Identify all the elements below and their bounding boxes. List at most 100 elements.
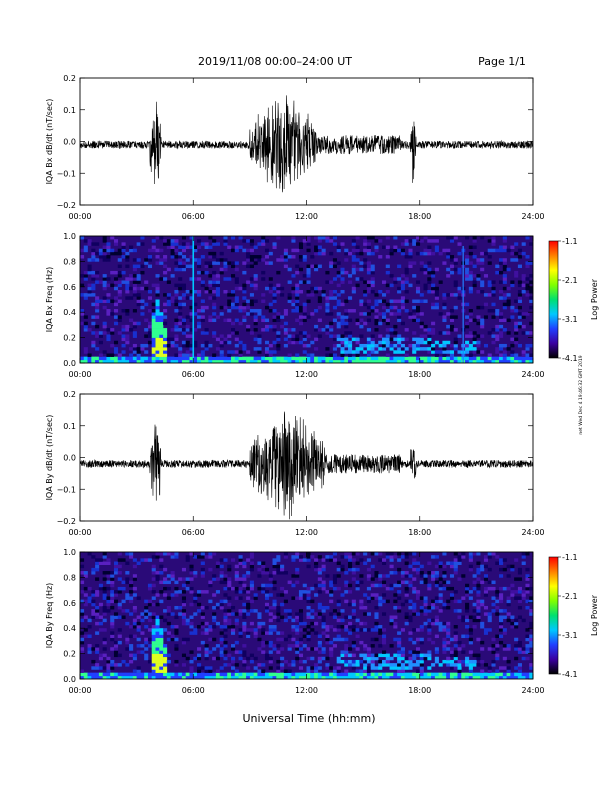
spectrogram-cell xyxy=(510,353,515,357)
spectrogram-cell xyxy=(400,602,405,607)
spectrogram-cell xyxy=(306,590,311,594)
spectrogram-cell xyxy=(121,242,126,246)
spectrogram-cell xyxy=(147,602,153,607)
spectrogram-cell xyxy=(178,267,183,272)
spectrogram-cell xyxy=(102,596,107,600)
spectrogram-cell xyxy=(419,359,424,363)
spectrogram-cell xyxy=(261,590,266,594)
spectrogram-cell xyxy=(272,299,277,303)
spectrogram-cell xyxy=(510,280,515,284)
spectrogram-cell xyxy=(83,615,88,619)
spectrogram-cell xyxy=(295,644,300,648)
spectrogram-cell xyxy=(363,561,368,565)
spectrogram-cell xyxy=(495,590,500,594)
spectrogram-cell xyxy=(431,663,436,667)
spectrogram-cell xyxy=(231,675,236,679)
spectrogram-cell xyxy=(231,264,236,269)
spectrogram-cell xyxy=(246,602,251,607)
spectrogram-cell xyxy=(476,334,481,338)
spectrogram-cell xyxy=(181,653,187,658)
spectrogram-cell xyxy=(370,675,375,679)
spectrogram-cell xyxy=(374,583,379,588)
spectrogram-cell xyxy=(155,286,160,291)
spectrogram-cell xyxy=(397,299,402,303)
spectrogram-cell xyxy=(208,296,213,300)
spectrogram-cell xyxy=(438,599,443,604)
spectrogram-cell xyxy=(419,293,424,297)
spectrogram-cell xyxy=(453,634,458,639)
spectrogram-cell xyxy=(408,239,413,243)
spectrogram-cell xyxy=(87,618,92,623)
spectrogram-cell xyxy=(151,602,156,607)
spectrogram-cell xyxy=(268,356,273,361)
spectrogram-cell xyxy=(200,666,205,670)
spectrogram-cell xyxy=(306,596,311,600)
spectrogram-cell xyxy=(178,277,183,281)
spectrogram-cell xyxy=(151,302,156,307)
spectrogram-cell xyxy=(310,675,315,679)
spectrogram-cell xyxy=(219,334,224,338)
spectrogram-cell xyxy=(136,350,141,354)
spectrogram-cell xyxy=(227,577,232,581)
spectrogram-cell xyxy=(87,293,92,297)
spectrogram-cell xyxy=(404,555,409,559)
spectrogram-cell xyxy=(166,596,171,600)
spectrogram-cell xyxy=(178,283,183,288)
spectrogram-cell xyxy=(113,347,119,351)
spectrogram-cell xyxy=(366,558,371,562)
spectrogram-cell xyxy=(193,343,198,348)
spectrogram-cell xyxy=(208,675,213,679)
spectrogram-cell xyxy=(80,312,85,316)
spectrogram-cell xyxy=(495,350,500,354)
spectrogram-cell xyxy=(393,245,398,249)
spectrogram-cell xyxy=(204,340,209,345)
bx-dbdt-panel: 0.20.10.0−0.1−0.200:00 06:00 12:00 18:00 24:… xyxy=(45,74,545,221)
spectrogram-cell xyxy=(419,580,424,585)
spectrogram-cell xyxy=(238,628,243,632)
spectrogram-cell xyxy=(170,356,175,361)
spectrogram-cell xyxy=(117,299,122,303)
spectrogram-cell xyxy=(517,644,522,648)
spectrogram-cell xyxy=(272,245,277,249)
spectrogram-cell xyxy=(219,267,224,272)
spectrogram-cell xyxy=(174,309,179,313)
spectrogram-cell xyxy=(351,267,356,272)
spectrogram-cell xyxy=(197,245,202,249)
spectrogram-cell xyxy=(457,267,462,272)
spectrogram-cell xyxy=(125,340,130,345)
spectrogram-cell xyxy=(499,574,504,578)
spectrogram-cell xyxy=(276,312,281,316)
spectrogram-cell xyxy=(106,659,111,664)
spectrogram-cell xyxy=(163,315,168,319)
spectrogram-cell xyxy=(227,350,232,354)
spectrogram-cell xyxy=(136,353,141,357)
spectrogram-cell xyxy=(363,312,368,316)
spectrogram-cell xyxy=(95,590,100,594)
spectrogram-cell xyxy=(223,356,228,361)
spectrogram-cell xyxy=(212,289,217,294)
spectrogram-cell xyxy=(525,605,530,610)
spectrogram-cell xyxy=(340,659,345,664)
spectrogram-cell xyxy=(197,264,202,269)
colorbar-tick-label: -2.1 xyxy=(562,276,578,285)
spectrogram-cell xyxy=(234,571,239,575)
spectrogram-cell xyxy=(487,353,492,357)
spectrogram-cell xyxy=(434,359,439,363)
spectrogram-cell xyxy=(200,625,205,629)
spectrogram-cell xyxy=(363,356,368,361)
spectrogram-cell xyxy=(280,258,285,262)
spectrogram-cell xyxy=(110,647,115,651)
spectrogram-cell xyxy=(144,675,149,679)
spectrogram-cell xyxy=(517,299,522,303)
spectrogram-cell xyxy=(144,343,149,348)
spectrogram-cell xyxy=(113,615,119,619)
y-tick-label: 0.6 xyxy=(63,283,76,292)
spectrogram-cell xyxy=(91,321,96,326)
spectrogram-cell xyxy=(385,663,390,667)
spectrogram-cell xyxy=(438,596,443,600)
spectrogram-cell xyxy=(110,625,115,629)
spectrogram-cell xyxy=(370,350,375,354)
spectrogram-cell xyxy=(249,242,254,246)
spectrogram-cell xyxy=(465,340,470,345)
spectrogram-cell xyxy=(249,331,254,335)
